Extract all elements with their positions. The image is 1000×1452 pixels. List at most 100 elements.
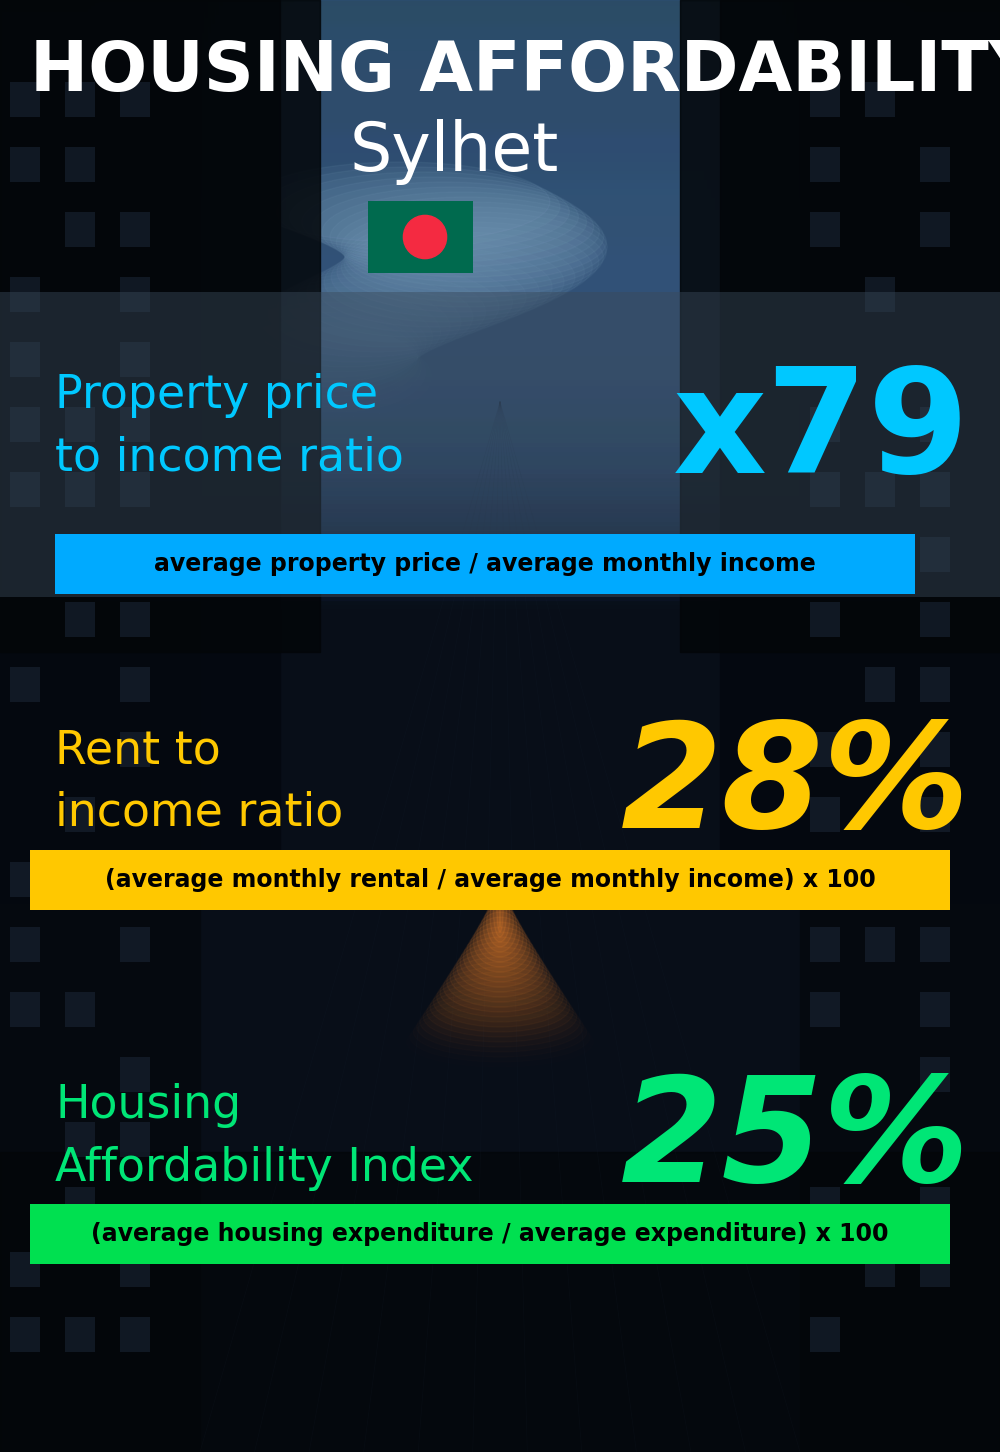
Bar <box>65 1252 95 1286</box>
Bar <box>120 862 150 897</box>
Text: 28%: 28% <box>621 716 970 858</box>
Bar <box>10 666 40 701</box>
Ellipse shape <box>487 897 513 947</box>
Bar <box>65 537 95 572</box>
Bar <box>865 1252 895 1286</box>
Bar <box>10 797 40 832</box>
Bar <box>65 147 95 182</box>
Bar <box>920 277 950 312</box>
Ellipse shape <box>341 208 607 287</box>
Bar <box>920 603 950 637</box>
Bar <box>120 81 150 118</box>
Bar <box>65 1122 95 1157</box>
Ellipse shape <box>322 192 599 272</box>
Bar <box>0 292 1000 597</box>
Bar <box>30 849 950 910</box>
Bar <box>120 1057 150 1092</box>
Ellipse shape <box>480 908 520 957</box>
Ellipse shape <box>447 957 553 1008</box>
Bar <box>30 1204 950 1265</box>
Bar <box>920 797 950 832</box>
Ellipse shape <box>264 167 560 247</box>
Bar <box>120 732 150 767</box>
Bar <box>865 277 895 312</box>
Bar <box>810 343 840 378</box>
Bar <box>810 603 840 637</box>
Ellipse shape <box>337 232 584 312</box>
Bar <box>865 1186 895 1223</box>
Bar <box>10 1252 40 1286</box>
Bar <box>920 1057 950 1092</box>
Bar <box>810 1057 840 1092</box>
Ellipse shape <box>497 881 503 932</box>
Ellipse shape <box>290 177 578 257</box>
Bar <box>865 1122 895 1157</box>
Bar <box>920 343 950 378</box>
Ellipse shape <box>453 947 547 998</box>
Ellipse shape <box>470 922 530 971</box>
Bar <box>810 81 840 118</box>
Bar <box>920 666 950 701</box>
Bar <box>10 212 40 247</box>
Ellipse shape <box>493 887 507 937</box>
Bar <box>810 407 840 441</box>
Bar <box>865 862 895 897</box>
Ellipse shape <box>463 932 537 982</box>
Bar <box>120 797 150 832</box>
Text: Rent to
income ratio: Rent to income ratio <box>55 729 343 836</box>
Bar <box>65 732 95 767</box>
Ellipse shape <box>483 902 517 953</box>
Bar <box>65 926 95 963</box>
Bar <box>810 147 840 182</box>
Bar <box>120 666 150 701</box>
Ellipse shape <box>302 182 587 261</box>
Bar <box>10 992 40 1027</box>
Bar <box>920 1317 950 1352</box>
Ellipse shape <box>473 918 527 967</box>
Ellipse shape <box>345 216 603 298</box>
Ellipse shape <box>331 237 575 317</box>
Bar <box>920 537 950 572</box>
Bar <box>865 1057 895 1092</box>
Bar <box>920 1186 950 1223</box>
Bar <box>120 277 150 312</box>
Bar <box>865 537 895 572</box>
Text: Sylhet: Sylhet <box>350 119 559 184</box>
Ellipse shape <box>344 222 599 302</box>
Bar <box>120 537 150 572</box>
Bar <box>120 992 150 1027</box>
Bar <box>810 1252 840 1286</box>
Bar <box>55 534 915 594</box>
Bar <box>920 147 950 182</box>
Text: average property price / average monthly income: average property price / average monthly… <box>154 552 816 576</box>
Ellipse shape <box>341 227 592 306</box>
Bar <box>65 666 95 701</box>
Bar <box>920 732 950 767</box>
Text: Property price
to income ratio: Property price to income ratio <box>55 373 404 481</box>
Bar <box>10 277 40 312</box>
Text: 25%: 25% <box>621 1072 970 1212</box>
Ellipse shape <box>330 197 604 277</box>
Bar <box>920 1122 950 1157</box>
Bar <box>865 666 895 701</box>
Bar <box>865 147 895 182</box>
Ellipse shape <box>490 892 510 942</box>
Ellipse shape <box>312 187 594 267</box>
Text: HOUSING AFFORDABILITY: HOUSING AFFORDABILITY <box>30 39 1000 106</box>
Bar <box>120 926 150 963</box>
Bar <box>120 603 150 637</box>
Circle shape <box>403 215 447 258</box>
Bar <box>65 992 95 1027</box>
Text: (average housing expenditure / average expenditure) x 100: (average housing expenditure / average e… <box>91 1223 889 1246</box>
Ellipse shape <box>250 163 550 242</box>
Bar <box>10 862 40 897</box>
Bar <box>865 603 895 637</box>
Bar <box>920 1252 950 1286</box>
Bar <box>810 992 840 1027</box>
Ellipse shape <box>460 937 540 987</box>
Text: x79: x79 <box>673 362 970 502</box>
Bar <box>810 212 840 247</box>
Text: Housing
Affordability Index: Housing Affordability Index <box>55 1083 474 1191</box>
Bar <box>120 212 150 247</box>
Bar <box>920 992 950 1027</box>
